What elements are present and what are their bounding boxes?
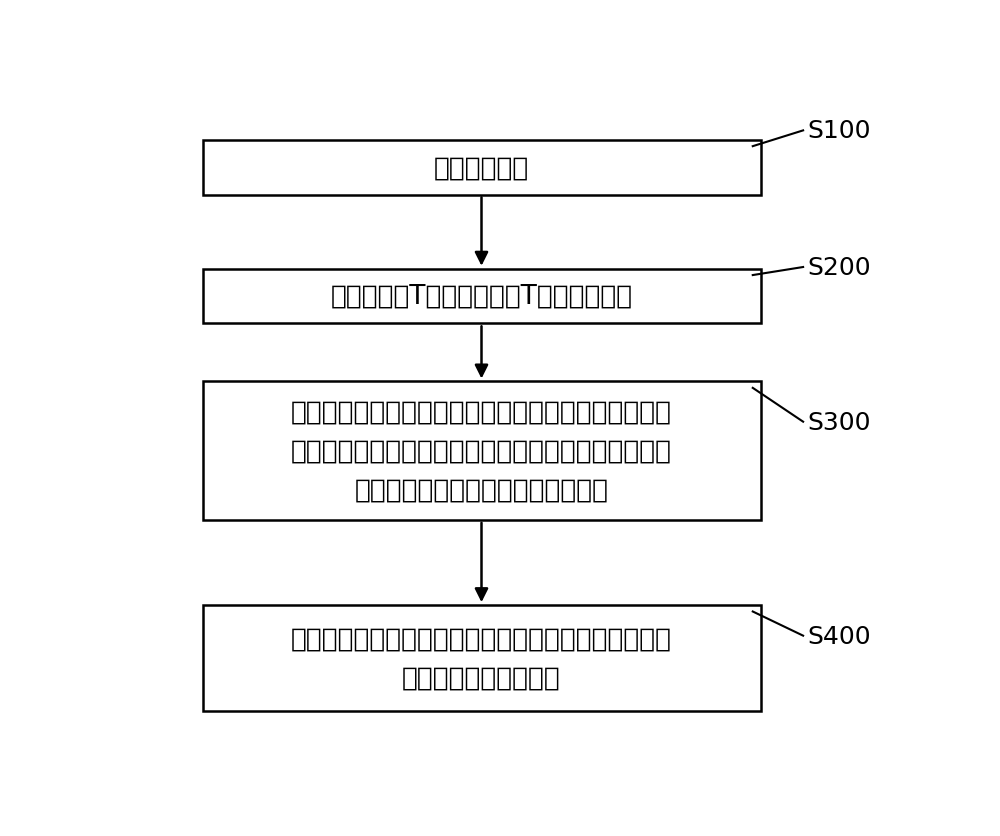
Text: 提取超声视频的静态特征和动态特征，静态特征包括从
超声视频中单帧超声图像提取的图像参数信息，动态特
征包括从超声视频中提取的光流信息: 提取超声视频的静态特征和动态特征，静态特征包括从 超声视频中单帧超声图像提取的图… bbox=[291, 400, 672, 503]
Text: 获取超声视频: 获取超声视频 bbox=[434, 155, 529, 181]
Text: S100: S100 bbox=[807, 120, 870, 143]
Text: S400: S400 bbox=[807, 624, 871, 648]
Text: 每隔设定的T秒时间截取前T秒的超声视频: 每隔设定的T秒时间截取前T秒的超声视频 bbox=[330, 283, 633, 309]
Text: 将静态特征和动态特征输入训练后的卷积神经网络模型
判断是否存在心脏反流: 将静态特征和动态特征输入训练后的卷积神经网络模型 判断是否存在心脏反流 bbox=[291, 626, 672, 691]
Bar bbox=[203, 605, 761, 711]
Bar bbox=[203, 269, 761, 324]
Bar bbox=[203, 382, 761, 520]
Bar bbox=[203, 140, 761, 196]
Text: S300: S300 bbox=[807, 410, 870, 434]
Text: S200: S200 bbox=[807, 256, 871, 280]
